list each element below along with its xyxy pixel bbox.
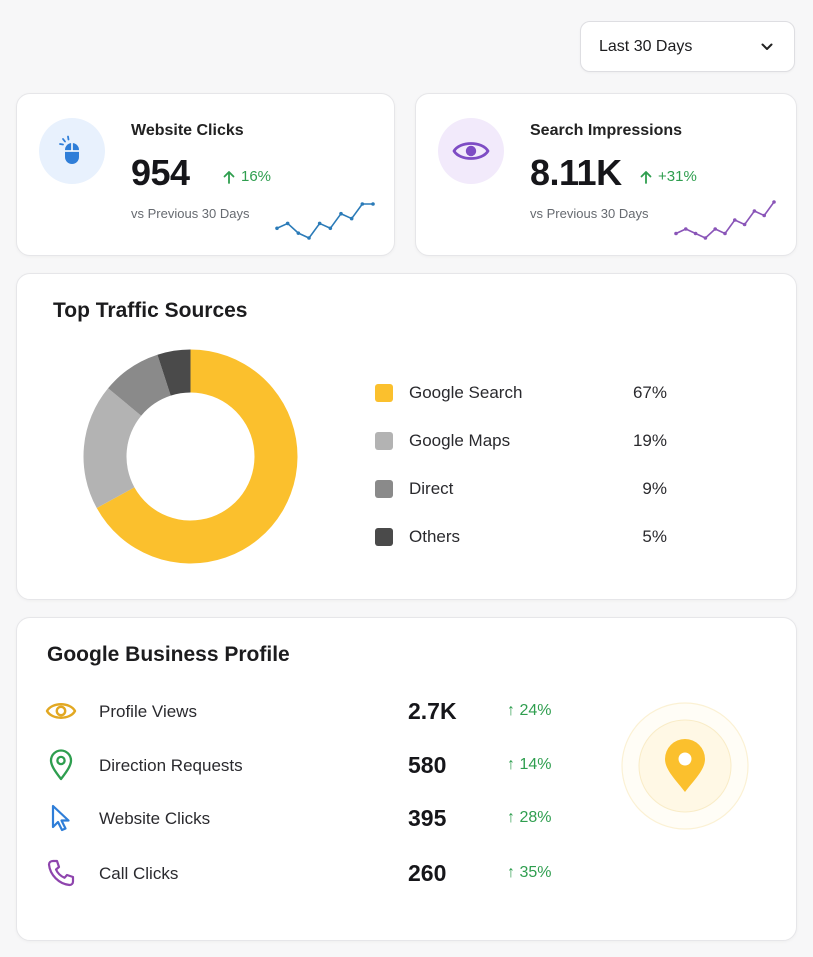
sparkline xyxy=(275,202,375,240)
metric-row-website-clicks: Website Clicks 395 ↑ 28% xyxy=(17,798,577,838)
kpi-delta-value: 16% xyxy=(241,168,272,185)
metric-delta: ↑ 14% xyxy=(507,756,552,773)
metric-delta: ↑ 28% xyxy=(507,809,552,826)
sparkline-point xyxy=(307,236,311,240)
legend-item: Others 5% xyxy=(375,513,675,561)
metric-value: 395 xyxy=(408,805,447,831)
section-title: Top Traffic Sources xyxy=(53,299,248,322)
cursor-icon xyxy=(45,802,77,834)
donut-slice-others[interactable] xyxy=(157,349,191,396)
phone-icon xyxy=(45,857,77,889)
business-profile-card: Google Business Profile Profile Views 2.… xyxy=(16,617,797,941)
sparkline-point xyxy=(275,226,279,231)
donut-chart xyxy=(83,349,298,564)
legend-item: Google Maps 19% xyxy=(375,417,675,465)
kpi-delta: 16% xyxy=(223,168,271,185)
legend-label: Google Search xyxy=(409,383,523,402)
arrow-up-icon xyxy=(640,170,652,184)
metric-value: 260 xyxy=(408,860,447,886)
legend-item: Google Search 67% xyxy=(375,369,675,417)
metric-label: Call Clicks xyxy=(99,864,179,883)
location-pin-icon xyxy=(621,702,749,830)
legend-label: Others xyxy=(409,527,461,546)
legend-swatch xyxy=(375,384,393,402)
section-title: Google Business Profile xyxy=(47,643,290,666)
donut-slice-direct[interactable] xyxy=(108,354,171,416)
sparkline-point xyxy=(772,200,776,204)
legend-value: 19% xyxy=(632,431,667,450)
legend-swatch xyxy=(375,480,393,498)
chart-legend: Google Search 67% Google Maps 19% Direct 9% Ot… xyxy=(375,369,675,561)
kpi-subtitle: vs Previous 30 Days xyxy=(131,206,250,221)
sparkline-point xyxy=(360,202,365,206)
metric-row-direction-requests: Direction Requests 580 ↑ 14% xyxy=(17,745,577,785)
chevron-down-icon xyxy=(760,40,774,54)
sparkline-point xyxy=(703,236,708,240)
kpi-card-website-clicks: Website Clicks 954 16% vs Previous 30 Da… xyxy=(16,93,395,256)
sparkline-point xyxy=(339,211,343,216)
legend-value: 9% xyxy=(642,479,667,498)
sparkline-point xyxy=(296,231,301,235)
metric-label: Profile Views xyxy=(99,702,197,721)
sparkline-point xyxy=(349,216,354,221)
map-pin-icon xyxy=(45,749,77,781)
mouse-icon xyxy=(39,118,105,184)
metric-delta: ↑ 35% xyxy=(507,864,552,881)
metric-value: 580 xyxy=(408,752,447,778)
sparkline-point xyxy=(733,218,737,222)
legend-item: Direct 9% xyxy=(375,465,675,513)
legend-value: 67% xyxy=(632,383,667,402)
sparkline xyxy=(674,200,776,240)
metric-label: Direction Requests xyxy=(99,756,243,775)
kpi-card-search-impressions: Search Impressions 8.11K +31% vs Previou… xyxy=(415,93,797,256)
sparkline-point xyxy=(723,231,727,236)
eye-icon xyxy=(438,118,504,184)
metric-row-call-clicks: Call Clicks 260 ↑ 35% xyxy=(17,853,577,893)
date-range-select[interactable]: Last 30 Days xyxy=(580,21,795,72)
legend-swatch xyxy=(375,528,393,546)
sparkline-point xyxy=(674,231,678,236)
metric-value: 2.7K xyxy=(408,698,457,724)
date-range-label: Last 30 Days xyxy=(599,37,693,55)
metric-row-profile-views: Profile Views 2.7K ↑ 24% xyxy=(17,691,577,731)
arrow-up-icon xyxy=(223,170,235,184)
eye-icon xyxy=(45,695,77,727)
sparkline-point xyxy=(317,221,322,226)
sparkline-point xyxy=(684,227,688,231)
kpi-delta: +31% xyxy=(640,168,697,185)
legend-label: Direct xyxy=(409,479,454,498)
kpi-title: Search Impressions xyxy=(530,122,683,139)
kpi-value: 8.11K xyxy=(530,152,622,193)
legend-label: Google Maps xyxy=(409,431,511,450)
donut-slice-google-maps[interactable] xyxy=(83,388,142,509)
kpi-delta-value: +31% xyxy=(658,168,697,185)
sparkline-path xyxy=(276,203,373,239)
sparkline-point xyxy=(742,222,747,227)
sparkline-point xyxy=(285,221,290,226)
legend-swatch xyxy=(375,432,393,450)
sparkline-point xyxy=(762,213,766,218)
sparkline-point xyxy=(693,231,698,236)
traffic-sources-card: Top Traffic Sources Google Search 67% Goog… xyxy=(16,273,797,600)
sparkline-point xyxy=(328,226,333,231)
kpi-title: Website Clicks xyxy=(131,122,244,139)
sparkline-point xyxy=(752,209,757,213)
metric-label: Website Clicks xyxy=(99,809,211,828)
sparkline-point xyxy=(713,227,717,231)
kpi-value: 954 xyxy=(131,152,190,193)
sparkline-point xyxy=(371,202,375,206)
kpi-subtitle: vs Previous 30 Days xyxy=(530,206,649,221)
metric-delta: ↑ 24% xyxy=(507,702,552,719)
donut-slice-google-search[interactable] xyxy=(96,349,298,564)
legend-value: 5% xyxy=(642,527,667,546)
